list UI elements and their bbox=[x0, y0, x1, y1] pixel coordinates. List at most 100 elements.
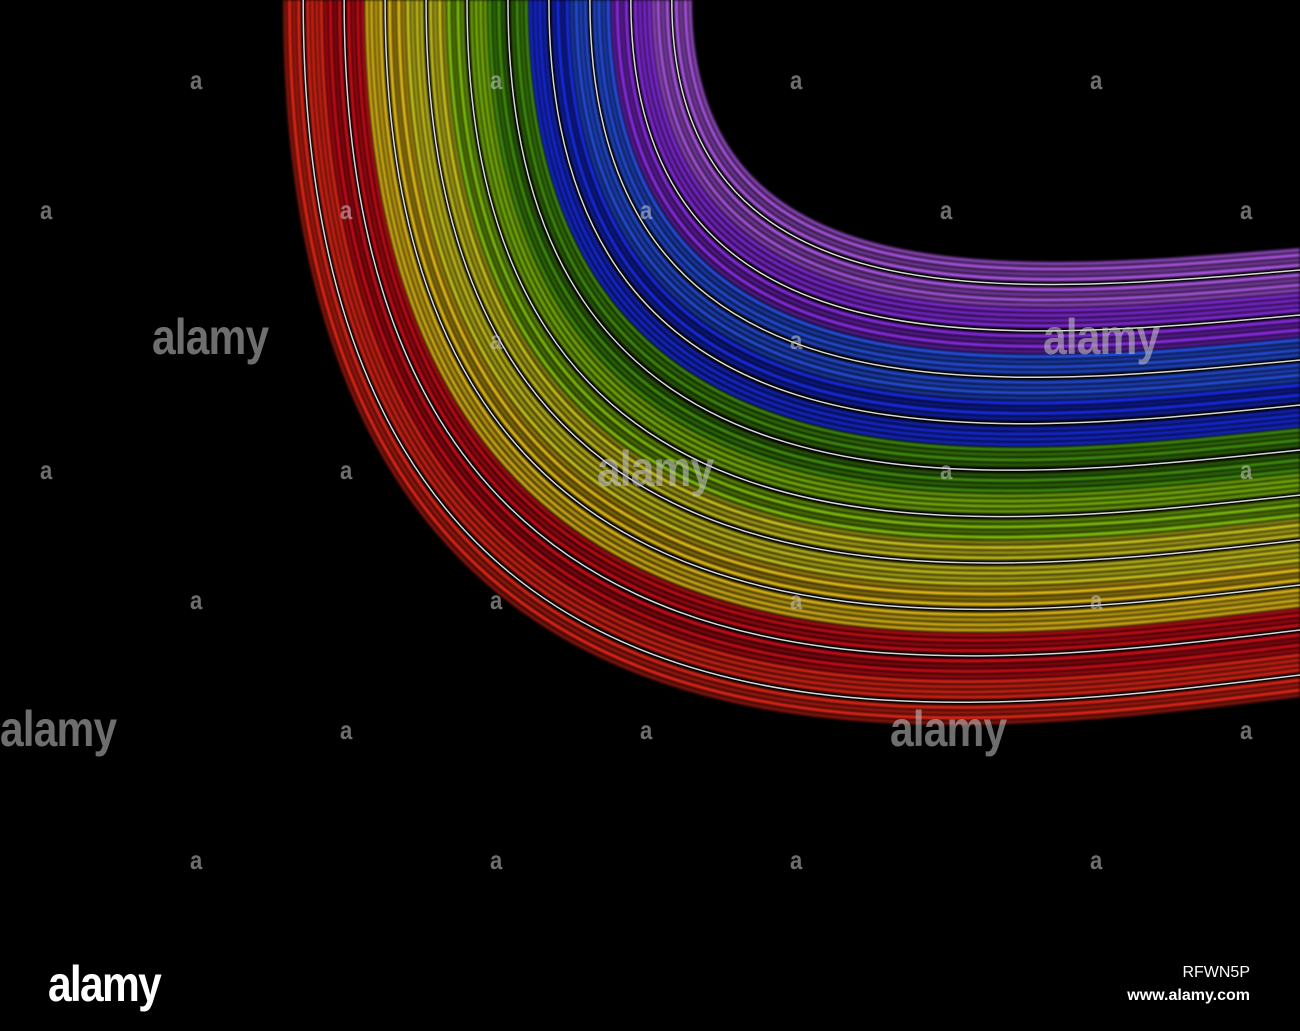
light-trail bbox=[507, 0, 1300, 471]
light-trail bbox=[589, 0, 1300, 379]
light-trail bbox=[365, 0, 1300, 632]
light-trail bbox=[315, 0, 1300, 689]
light-trail bbox=[466, 0, 1300, 518]
light-trail bbox=[384, 0, 1300, 611]
light-trail bbox=[510, 0, 1300, 467]
light-trail bbox=[624, 0, 1300, 338]
light-trail bbox=[665, 0, 1300, 292]
light-trail bbox=[551, 0, 1300, 421]
watermark-mark: a bbox=[190, 585, 202, 615]
watermark-word: alamy bbox=[1043, 309, 1160, 365]
light-trail bbox=[469, 0, 1300, 514]
watermark-mark: a bbox=[190, 845, 202, 875]
alamy-logo: alamy bbox=[48, 956, 162, 1012]
light-trail bbox=[492, 0, 1300, 488]
image-id: RFWN5P bbox=[1182, 964, 1250, 981]
light-trail bbox=[451, 0, 1300, 534]
light-trail bbox=[442, 0, 1300, 545]
light-trail bbox=[683, 0, 1300, 271]
light-trail bbox=[410, 0, 1300, 581]
light-trail bbox=[528, 0, 1300, 447]
light-trail bbox=[560, 0, 1300, 410]
light-trail bbox=[606, 0, 1300, 359]
light-trail bbox=[674, 0, 1300, 282]
light-trail bbox=[483, 0, 1300, 498]
light-trail bbox=[415, 0, 1300, 576]
light-trail bbox=[679, 0, 1300, 276]
watermark-mark: a bbox=[40, 455, 52, 485]
light-trail bbox=[360, 0, 1300, 637]
watermark-mark: a bbox=[490, 845, 502, 875]
light-trail bbox=[397, 0, 1300, 596]
light-trail bbox=[428, 0, 1300, 560]
light-trail bbox=[619, 0, 1300, 343]
watermark-mark: a bbox=[490, 325, 502, 355]
light-trail bbox=[601, 0, 1300, 364]
light-trail bbox=[651, 0, 1300, 307]
light-trail bbox=[292, 0, 1300, 715]
light-trail bbox=[569, 0, 1300, 400]
light-trail bbox=[302, 0, 1300, 703]
light-trail bbox=[306, 0, 1300, 699]
light-trail bbox=[688, 0, 1300, 266]
light-trail bbox=[437, 0, 1300, 550]
light-trail bbox=[574, 0, 1300, 395]
watermark-mark: a bbox=[640, 195, 652, 225]
light-trail bbox=[524, 0, 1300, 452]
light-trail bbox=[324, 0, 1300, 679]
light-trail bbox=[328, 0, 1300, 674]
light-trail bbox=[283, 0, 1300, 725]
light-trail bbox=[519, 0, 1300, 457]
watermark-mark: a bbox=[1240, 455, 1252, 485]
light-trail bbox=[610, 0, 1300, 354]
watermark-mark: a bbox=[190, 65, 202, 95]
light-trail bbox=[456, 0, 1300, 529]
light-trail bbox=[548, 0, 1300, 425]
light-trail bbox=[597, 0, 1300, 369]
watermark-mark: a bbox=[340, 715, 352, 745]
light-trail bbox=[337, 0, 1300, 663]
light-trail bbox=[474, 0, 1300, 509]
watermark-mark: a bbox=[490, 585, 502, 615]
light-trail bbox=[401, 0, 1300, 591]
watermark-word: alamy bbox=[890, 701, 1007, 757]
light-trail bbox=[387, 0, 1300, 606]
watermark-mark: a bbox=[490, 65, 502, 95]
light-trail bbox=[538, 0, 1300, 436]
light-trail bbox=[378, 0, 1300, 617]
light-trail bbox=[343, 0, 1300, 657]
light-trail bbox=[630, 0, 1300, 332]
light-trail bbox=[656, 0, 1300, 302]
light-trail bbox=[287, 0, 1300, 720]
light-trail bbox=[369, 0, 1300, 627]
light-trail bbox=[515, 0, 1300, 462]
light-trail bbox=[556, 0, 1300, 416]
site-url: www.alamy.com bbox=[1127, 987, 1250, 1004]
light-trail bbox=[346, 0, 1300, 653]
light-trail bbox=[356, 0, 1300, 643]
light-trail bbox=[660, 0, 1300, 297]
light-trail bbox=[615, 0, 1300, 349]
light-trail bbox=[419, 0, 1300, 570]
light-trail bbox=[501, 0, 1300, 478]
light-trail bbox=[579, 0, 1300, 390]
watermark-mark: a bbox=[1090, 845, 1102, 875]
light-trail bbox=[319, 0, 1300, 684]
watermark-word: alamy bbox=[597, 441, 714, 497]
light-trail bbox=[542, 0, 1300, 431]
light-trail bbox=[478, 0, 1300, 503]
light-trail bbox=[565, 0, 1300, 405]
light-trail bbox=[296, 0, 1300, 710]
light-trail bbox=[460, 0, 1300, 524]
light-trail bbox=[592, 0, 1300, 374]
watermark-mark: a bbox=[40, 195, 52, 225]
light-trail bbox=[671, 0, 1300, 286]
light-trail bbox=[647, 0, 1300, 313]
light-trail bbox=[583, 0, 1300, 385]
watermark-word: alamy bbox=[152, 309, 269, 365]
watermark-mark: a bbox=[340, 455, 352, 485]
watermark-mark: a bbox=[790, 585, 802, 615]
watermark-mark: a bbox=[790, 845, 802, 875]
